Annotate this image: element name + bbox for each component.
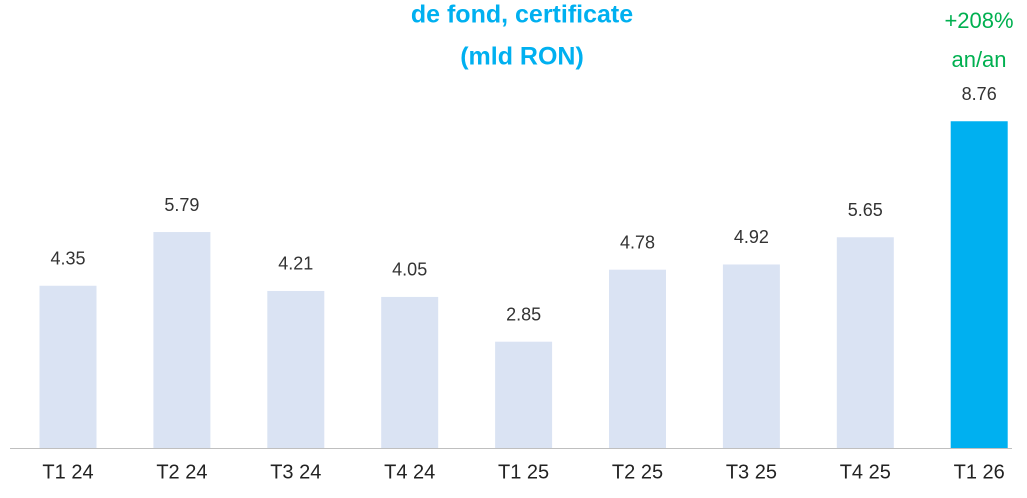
x-tick-label: T3 24 <box>270 461 321 483</box>
chart-title: (mld RON) <box>460 43 584 71</box>
value-label: 8.76 <box>962 84 997 104</box>
chart-title: de fond, certificate <box>411 1 633 29</box>
value-label: 5.79 <box>164 195 199 215</box>
x-tick-label: T1 24 <box>42 461 93 483</box>
bar <box>381 296 439 448</box>
annotation: an/an <box>951 47 1006 72</box>
x-tick-label: T2 24 <box>156 461 207 483</box>
x-tick-label: T3 25 <box>726 461 777 483</box>
x-tick-label: T2 25 <box>612 461 663 483</box>
bar <box>950 121 1008 448</box>
annotation: +208% <box>944 8 1013 33</box>
x-tick-label: T1 25 <box>498 461 549 483</box>
bar <box>153 232 211 448</box>
value-label: 4.35 <box>50 248 85 268</box>
value-label: 4.05 <box>392 260 427 280</box>
value-label: 4.21 <box>278 254 313 274</box>
x-tick-label: T4 25 <box>840 461 891 483</box>
value-label: 4.78 <box>620 232 655 252</box>
value-label: 2.85 <box>506 304 541 324</box>
bar <box>722 264 780 448</box>
bar <box>836 237 894 448</box>
bar <box>39 285 97 448</box>
value-label: 4.92 <box>734 227 769 247</box>
x-tick-label: T4 24 <box>384 461 435 483</box>
value-label: 5.65 <box>848 200 883 220</box>
x-tick-label: T1 26 <box>954 461 1005 483</box>
bar <box>267 290 325 448</box>
bar <box>609 269 666 448</box>
bar <box>495 341 553 448</box>
